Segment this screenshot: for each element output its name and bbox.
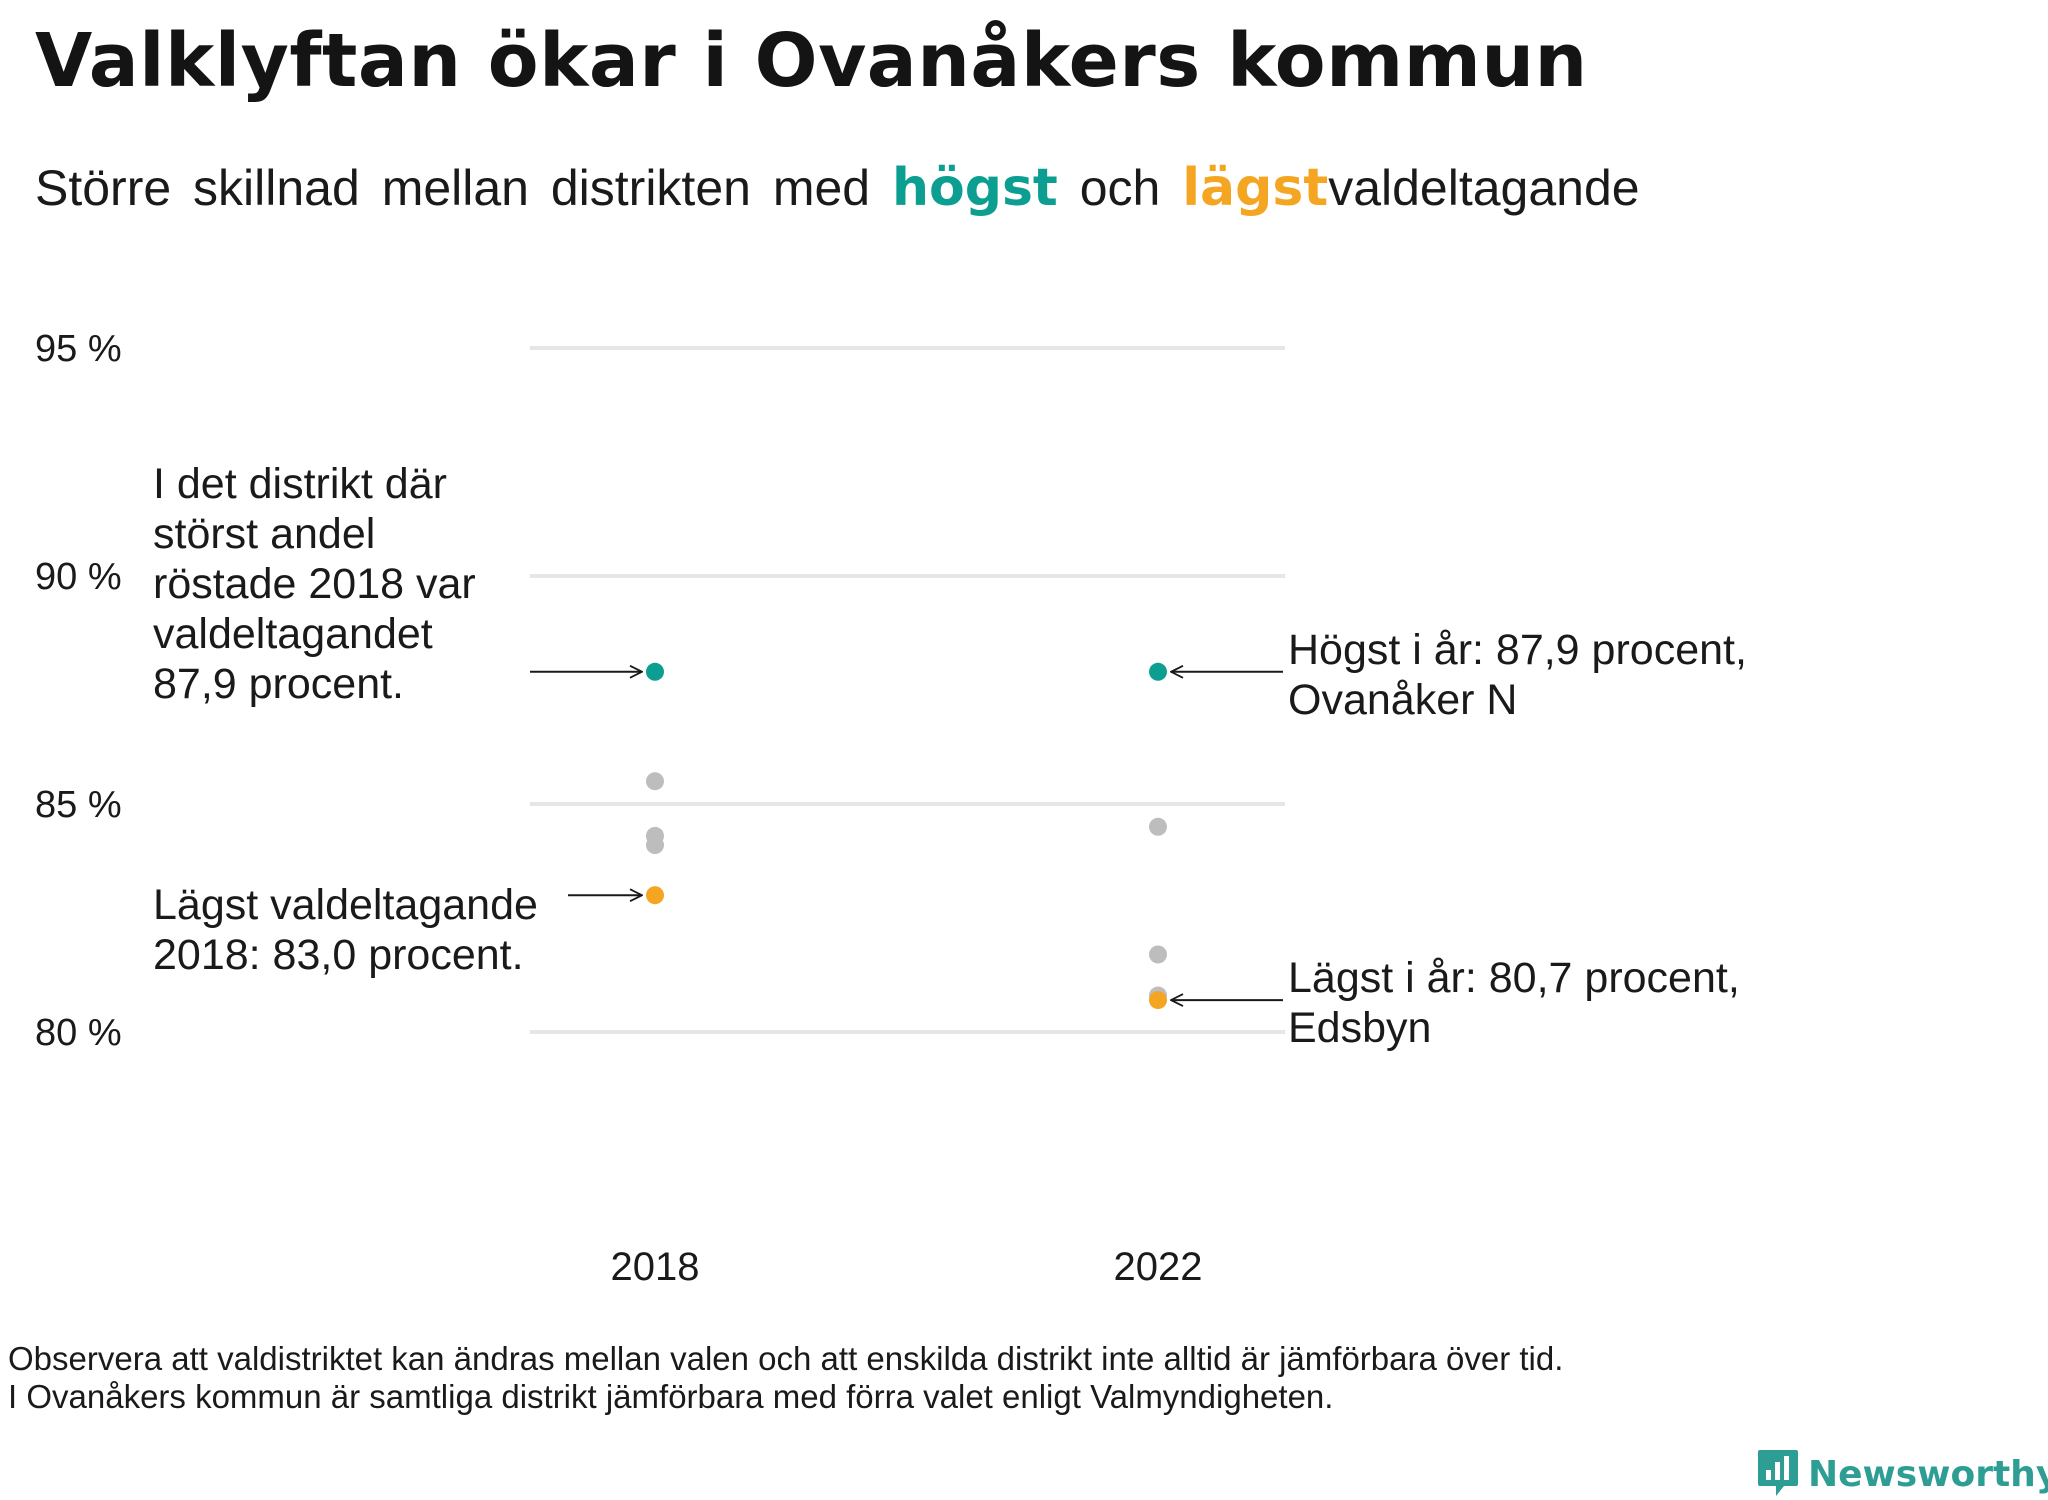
data-point-other: [646, 772, 664, 791]
dot-plot: 95 % 90 % 85 % 80 % 2018 2022 I det distrikt…: [35, 328, 1747, 1289]
chart-subtitle: Större skillnad mellan distrikten med hö…: [35, 158, 1640, 218]
annotation-text-high-2018: röstade 2018 var: [153, 560, 476, 608]
data-point-highest: [1149, 662, 1167, 681]
y-tick-label: 95 %: [35, 328, 122, 370]
data-point-other: [646, 836, 664, 855]
footnote: Observera att valdistriktet kan ändras m…: [8, 1340, 1563, 1416]
data-point-highest: [646, 662, 664, 681]
data-point-other: [1149, 817, 1167, 836]
data-point-lowest: [646, 886, 664, 905]
annotation-text-low-2022: Lägst i år: 80,7 procent,: [1288, 954, 1740, 1002]
subtitle-part3: valdeltagande: [1328, 160, 1640, 216]
annotation-text-high-2018: störst andel: [153, 510, 375, 558]
chart-title: Valklyftan ökar i Ovanåkers kommun: [35, 18, 1588, 104]
annotation-text-high-2022: Ovanåker N: [1288, 676, 1517, 724]
annotation-text-low-2018: 2018: 83,0 procent.: [153, 931, 524, 979]
annotation-text-high-2022: Högst i år: 87,9 procent,: [1288, 626, 1747, 674]
y-tick-label: 90 %: [35, 556, 122, 598]
annotation-text-high-2018: valdeltagandet: [153, 610, 433, 658]
y-tick-label: 80 %: [35, 1012, 122, 1054]
x-tick-label: 2018: [611, 1245, 700, 1289]
subtitle-highlight-high: högst: [892, 158, 1058, 218]
annotation-text-low-2022: Edsbyn: [1288, 1004, 1431, 1052]
y-tick-label: 85 %: [35, 784, 122, 826]
data-point-lowest: [1149, 991, 1167, 1010]
subtitle-highlight-low: lägst: [1182, 158, 1329, 218]
data-point-other: [1149, 945, 1167, 964]
subtitle-part1: Större skillnad mellan distrikten med: [35, 160, 871, 216]
annotation-text-low-2018: Lägst valdeltagande: [153, 881, 538, 929]
subtitle-part2: och: [1079, 160, 1161, 216]
annotation-text-high-2018: I det distrikt där: [153, 460, 447, 508]
annotation-text-high-2018: 87,9 procent.: [153, 660, 404, 708]
bar-chart-icon: [1758, 1450, 1798, 1496]
x-tick-label: 2022: [1114, 1245, 1203, 1289]
footnote-line-1: Observera att valdistriktet kan ändras m…: [8, 1340, 1564, 1377]
newsworthy-logo: Newsworthy: [1756, 1448, 2048, 1500]
footnote-line-2: I Ovanåkers kommun är samtliga distrikt …: [8, 1378, 1334, 1415]
logo-text: Newsworthy: [1808, 1453, 2048, 1495]
